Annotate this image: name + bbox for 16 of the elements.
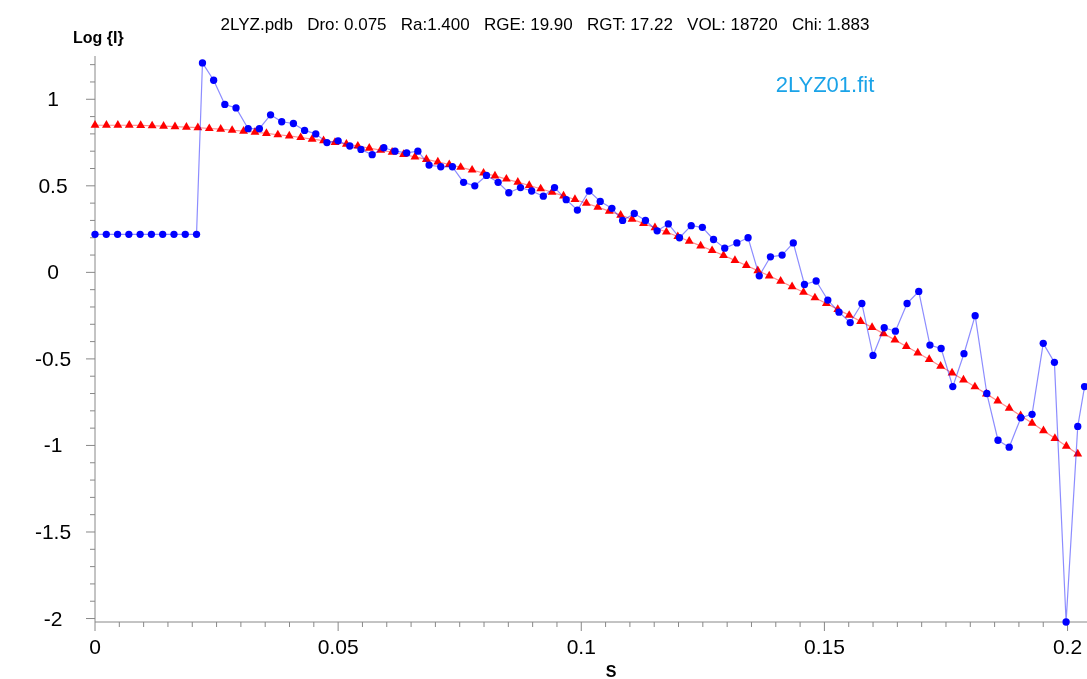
y-tick-label: 0 [47, 260, 59, 284]
y-tick-label: -1 [43, 433, 63, 457]
y-tick-label: -0.5 [34, 346, 72, 370]
x-tick-label: 0.15 [803, 635, 845, 658]
y-axis-title: Log {I} [73, 29, 124, 46]
x-tick-label: 0.05 [317, 635, 359, 658]
annotation: 2LYZ01.fit [775, 72, 875, 97]
y-tick-label: 0.5 [38, 173, 68, 197]
y-tick-label: -1.5 [34, 519, 72, 543]
y-tick-label: -2 [43, 606, 63, 630]
chart-title: 2LYZ.pdb Dro: 0.075 Ra:1.400 RGE: 19.90 RGT: 17.22 VOL: 18720 Chi: 1.883 [220, 15, 870, 34]
x-tick-label: 0 [89, 635, 101, 658]
x-tick-label: 0.1 [566, 635, 596, 658]
x-tick-label: 0.2 [1052, 635, 1083, 658]
x-axis-title: S [605, 663, 617, 679]
y-tick-label: 1 [47, 87, 59, 111]
